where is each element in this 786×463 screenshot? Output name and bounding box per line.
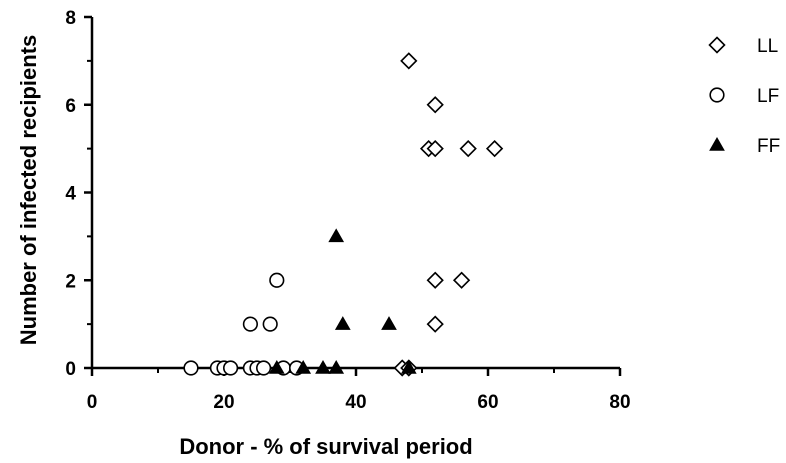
legend-marker-ff (709, 136, 725, 151)
point-lf (269, 272, 285, 288)
point-ll (426, 96, 444, 114)
y-tick-label: 0 (65, 359, 76, 380)
x-axis-title: Donor - % of survival period (179, 434, 472, 459)
x-tick-label: 60 (477, 392, 498, 413)
legend-label-ll: LL (757, 36, 778, 57)
point-lf (223, 360, 239, 376)
point-lf (256, 360, 272, 376)
point-lf (262, 316, 278, 332)
legend-marker-lf (709, 87, 725, 103)
point-ll (426, 315, 444, 333)
legend: LL LF FF (708, 36, 780, 157)
point-ff (328, 359, 345, 374)
x-tick-label: 20 (213, 392, 234, 413)
point-ll (400, 52, 418, 70)
y-axis-title: Number of infected recipients (16, 35, 41, 346)
x-tick-label: 0 (87, 392, 98, 413)
legend-item-ff: FF (709, 136, 780, 157)
point-ff (328, 228, 345, 243)
x-tick-label: 80 (609, 392, 630, 413)
y-tick-label: 6 (65, 96, 76, 117)
data-points (183, 52, 504, 377)
point-lf (183, 360, 199, 376)
point-ll (452, 271, 471, 289)
legend-marker-ll (708, 36, 726, 54)
point-ll (459, 139, 477, 158)
legend-item-lf: LF (709, 86, 779, 107)
point-ff (400, 359, 417, 374)
y-tick-label: 2 (65, 271, 76, 292)
y-tick-label: 8 (65, 8, 76, 29)
point-ll (485, 139, 504, 158)
point-ff (268, 359, 285, 374)
point-ff (295, 359, 312, 374)
point-ff (334, 316, 351, 330)
point-ll (426, 139, 444, 158)
y-tick-label: 4 (65, 184, 76, 205)
point-ll (426, 271, 444, 289)
x-tick-label: 40 (345, 392, 366, 413)
legend-item-ll: LL (708, 36, 778, 57)
point-ff (381, 316, 397, 330)
legend-label-lf: LF (757, 86, 779, 107)
point-ff (315, 359, 331, 374)
point-lf (242, 316, 258, 332)
legend-label-ff: FF (757, 136, 780, 157)
